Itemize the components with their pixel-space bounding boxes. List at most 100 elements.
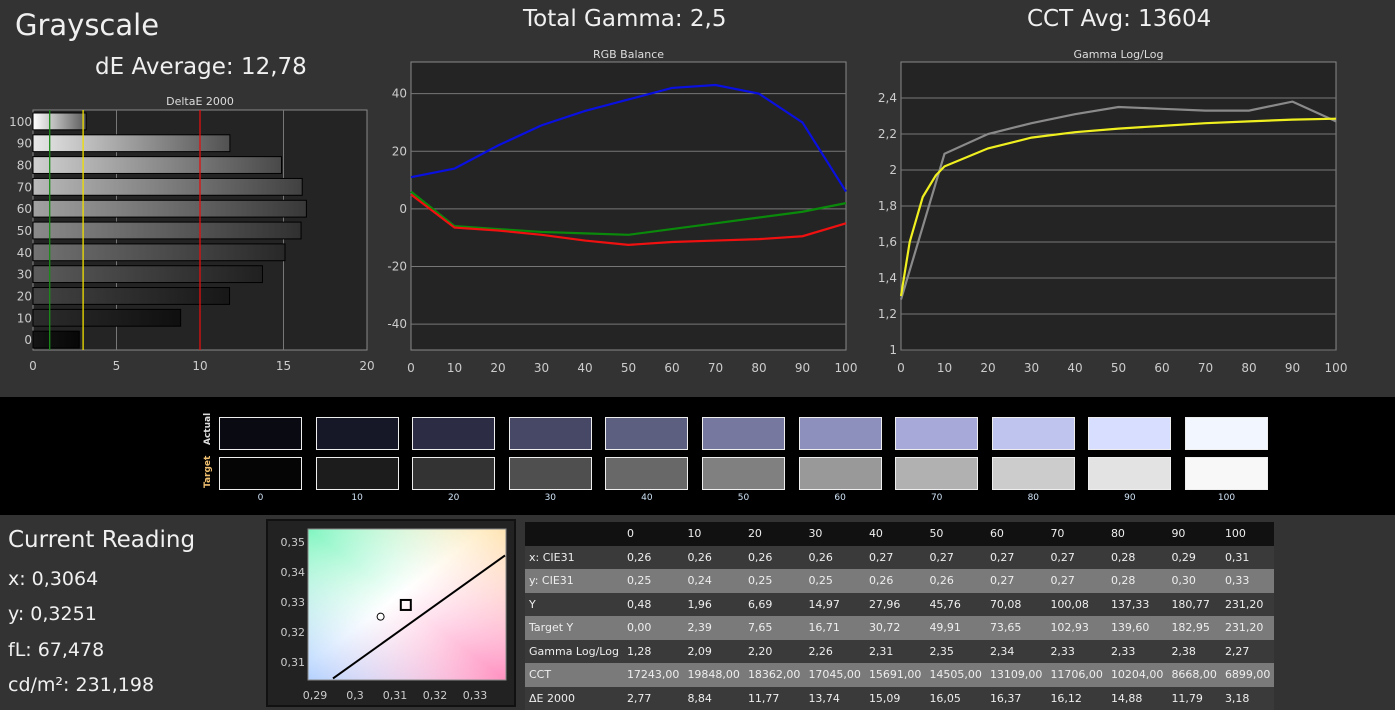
bar-30 [32,265,263,284]
column-header: 40 [864,522,926,546]
table-cell: 0,26 [683,545,744,569]
target-label: Target [203,455,213,488]
y-tick-label: -40 [387,317,407,331]
actual-label: Actual [203,412,213,445]
table-cell: 8668,00 [1167,663,1221,687]
x-tick-label: 30 [534,361,549,375]
table-cell: 180,77 [1167,592,1221,616]
column-header: 100 [1220,522,1275,546]
y-tick-label: 1,2 [878,307,897,321]
x-tick-label: 0 [407,361,415,375]
table-cell: 17243,00 [622,663,684,687]
series-line-1 [410,190,847,236]
table-cell: 2,77 [622,686,684,710]
x-tick-label: 40 [1067,361,1082,375]
target-point [399,598,412,611]
table-cell: 16,37 [985,686,1047,710]
table-cell: 100,08 [1046,592,1107,616]
table-cell: 0,27 [985,569,1047,593]
table-cell: 0,28 [1106,569,1168,593]
reading-fl: fL: 67,478 [8,639,105,661]
actual-swatch-60 [798,417,882,450]
table-cell: 10204,00 [1106,663,1168,687]
table-cell: 14,88 [1106,686,1168,710]
swatch-level-label: 70 [930,493,943,503]
reading-x: x: 0,3064 [8,568,99,590]
bar-10 [32,308,182,327]
swatch-level-label: 10 [351,493,363,503]
y-tick-label: 20 [392,144,407,158]
table-cell: 16,05 [925,686,986,710]
chromaticity-gradient [307,528,507,681]
x-tick-label: 0,31 [383,689,408,702]
actual-swatch-90 [1088,417,1172,450]
y-tick-label: 10 [17,311,32,325]
row-label: CCT [525,663,623,687]
series-line-0 [899,100,1337,300]
table-cell: 2,31 [864,639,926,663]
table-cell: 14505,00 [925,663,986,687]
y-tick-label: 2,2 [878,127,897,141]
table-cell: 0,27 [985,545,1047,569]
table-cell: 0,25 [743,569,805,593]
y-tick-label: 40 [392,87,407,101]
x-tick-label: 100 [835,361,858,375]
table-row: x: CIE31 0,26 0,26 0,26 0,26 0,27 0,27 0,27 0,27… [525,545,1275,569]
column-header [525,522,623,546]
table-cell: 0,27 [925,545,986,569]
table-cell: 182,95 [1167,616,1221,640]
chart-title: RGB Balance [593,48,664,61]
x-tick-label: 90 [795,361,810,375]
gamma-chart: Gamma Log/Log 1 1,2 1,4 1,6 1,8 2 2,2 2,4 0 10 20 30… [878,48,1348,375]
swatch-level-label: 80 [1027,493,1040,503]
y-tick-label: 60 [17,202,32,216]
series-line-0 [410,83,847,193]
actual-swatch-50 [702,417,785,450]
table-cell: 49,91 [925,616,986,640]
table-cell: 2,09 [683,639,744,663]
y-tick-label: 0,31 [281,656,306,669]
y-tick-label: 1,4 [878,271,897,285]
target-swatch-60 [798,457,882,490]
target-swatch-30 [508,457,592,490]
table-cell: 11706,00 [1046,663,1107,687]
y-tick-label: 40 [17,246,32,260]
swatch-level-label: 30 [544,493,557,503]
measured-point [376,612,385,621]
y-tick-label: 0,35 [281,536,306,549]
swatch-level-label: 20 [447,493,460,503]
x-tick-label: 5 [113,359,121,373]
table-cell: 0,29 [1167,545,1221,569]
table-cell: 0,27 [1046,569,1107,593]
actual-swatch-20 [412,417,496,450]
table-cell: 73,65 [985,616,1047,640]
table-cell: 6,69 [743,592,805,616]
y-tick-label: 50 [17,224,32,238]
y-tick-label: -20 [387,259,407,273]
table-cell: 70,08 [985,592,1047,616]
swatch-level-label: 90 [1124,493,1136,503]
x-tick-label: 90 [1285,361,1300,375]
bar-70 [32,177,303,196]
x-tick-label: 10 [937,361,952,375]
bar-20 [32,287,231,305]
table-cell: 2,26 [804,639,865,663]
table-cell: 139,60 [1106,616,1168,640]
row-label: y: CIE31 [525,569,623,593]
total-gamma: Total Gamma: 2,5 [523,6,727,32]
table-cell: 0,48 [622,592,684,616]
y-tick-label: 0,34 [281,566,306,579]
table-cell: 1,28 [622,639,684,663]
table-cell: 13109,00 [985,663,1047,687]
y-tick-label: 0 [399,202,407,216]
planckian-locus [332,554,506,680]
swatch-level-label: 100 [1217,493,1236,503]
y-tick-label: 90 [17,137,32,151]
page-title: Grayscale [15,8,160,42]
x-tick-label: 0 [897,361,905,375]
table-cell: 0,26 [925,569,986,593]
actual-swatch-10 [315,417,399,450]
x-tick-label: 80 [1241,361,1256,375]
table-cell: 3,18 [1220,686,1275,710]
y-tick-label: 1,8 [878,199,897,213]
